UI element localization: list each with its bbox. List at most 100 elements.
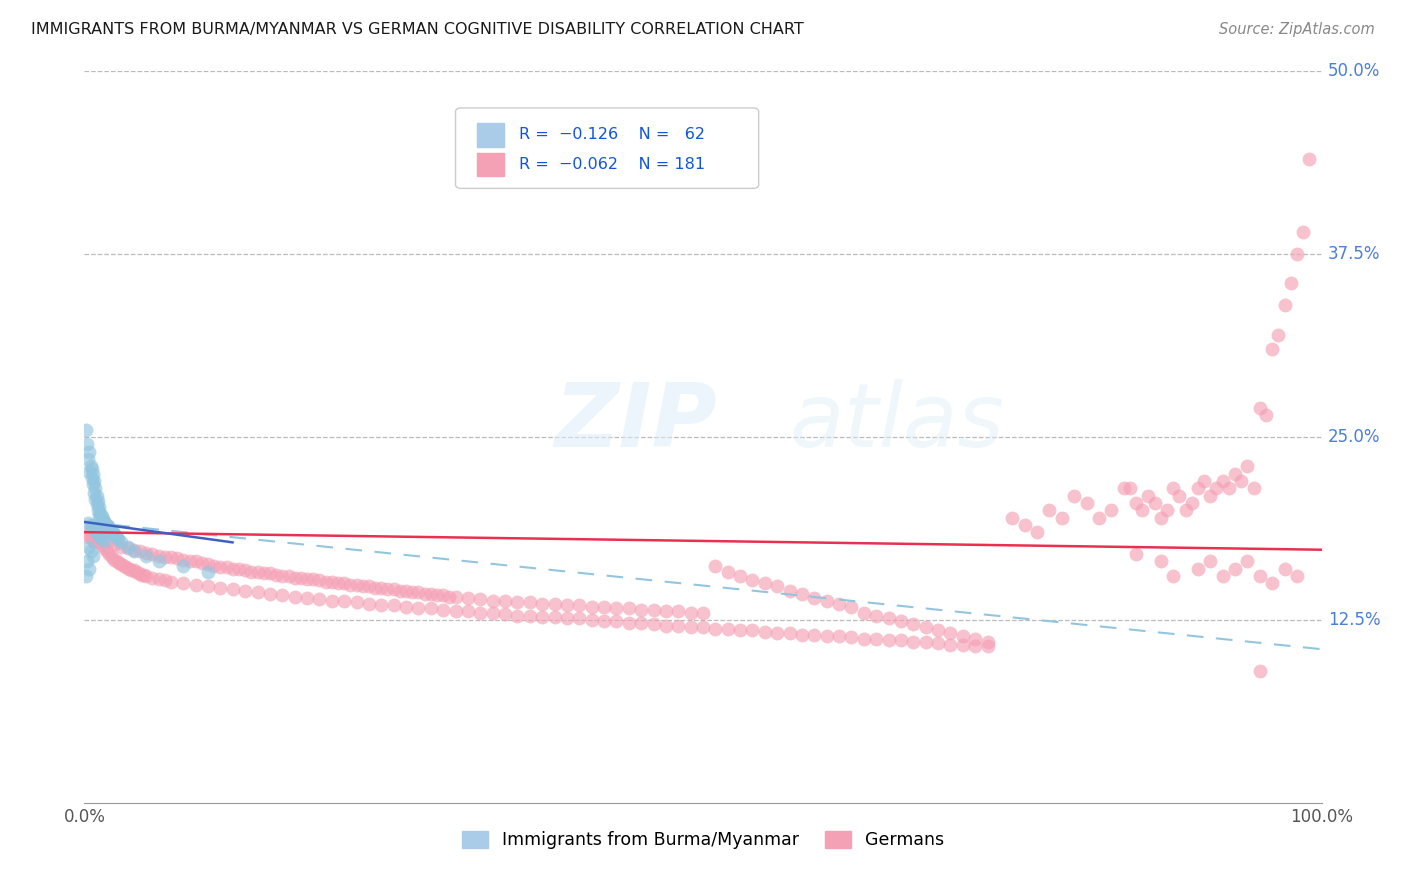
Point	[1168, 489, 1191, 503]
Point	[1285, 569, 1308, 583]
Point	[903, 635, 925, 649]
Point	[118, 562, 141, 576]
Point	[717, 565, 740, 579]
Point	[98, 547, 121, 561]
Point	[77, 452, 100, 467]
Point	[439, 590, 461, 604]
Point	[83, 535, 105, 549]
Point	[83, 474, 105, 488]
Point	[952, 629, 974, 643]
Point	[112, 558, 135, 573]
Point	[470, 592, 492, 607]
Point	[519, 595, 541, 609]
Point	[1181, 496, 1204, 510]
Point	[815, 594, 838, 608]
FancyBboxPatch shape	[477, 153, 503, 176]
Point	[1150, 554, 1173, 568]
Point	[679, 606, 702, 620]
Point	[444, 590, 467, 604]
Point	[1230, 474, 1253, 488]
Point	[80, 519, 103, 533]
Point	[506, 595, 529, 609]
Point	[93, 541, 115, 556]
Point	[401, 585, 423, 599]
Point	[93, 515, 115, 529]
Point	[153, 574, 176, 588]
Point	[135, 546, 157, 560]
Point	[1156, 503, 1178, 517]
Point	[89, 528, 111, 542]
Point	[110, 535, 132, 549]
Point	[98, 533, 121, 548]
Point	[865, 632, 887, 646]
Point	[630, 615, 652, 630]
Point	[352, 579, 374, 593]
Point	[357, 597, 380, 611]
Point	[148, 549, 170, 563]
Point	[790, 586, 813, 600]
Point	[89, 530, 111, 544]
Point	[253, 566, 276, 581]
Point	[89, 508, 111, 522]
Point	[86, 489, 108, 503]
Point	[388, 583, 411, 598]
Point	[370, 581, 392, 595]
Point	[197, 565, 219, 579]
Point	[1223, 467, 1246, 481]
Point	[779, 626, 801, 640]
Point	[605, 601, 627, 615]
Point	[1254, 408, 1277, 422]
Point	[100, 549, 122, 564]
Point	[1274, 298, 1296, 312]
Point	[927, 636, 949, 650]
Text: 12.5%: 12.5%	[1327, 611, 1381, 629]
Point	[79, 524, 101, 538]
Point	[97, 519, 120, 533]
Point	[284, 570, 307, 584]
Point	[1161, 481, 1184, 495]
Point	[77, 516, 100, 531]
Point	[82, 467, 104, 481]
Point	[1076, 496, 1098, 510]
Point	[655, 604, 678, 618]
Point	[1279, 277, 1302, 291]
Point	[1187, 562, 1209, 576]
Point	[382, 599, 405, 613]
Point	[965, 632, 987, 646]
Point	[284, 590, 307, 604]
Point	[766, 579, 789, 593]
Point	[426, 588, 449, 602]
Point	[83, 522, 105, 536]
Point	[976, 640, 998, 654]
Point	[346, 595, 368, 609]
Point	[84, 481, 107, 495]
Point	[1001, 510, 1024, 524]
Point	[91, 512, 114, 526]
Point	[914, 635, 936, 649]
Point	[82, 549, 104, 563]
Point	[103, 526, 125, 541]
Point	[555, 599, 578, 613]
Point	[75, 423, 97, 437]
Point	[83, 485, 105, 500]
Point	[333, 594, 356, 608]
Point	[100, 524, 122, 538]
Point	[666, 619, 689, 633]
Point	[82, 521, 104, 535]
Point	[326, 576, 349, 591]
Point	[617, 601, 640, 615]
Point	[828, 629, 851, 643]
Point	[160, 574, 183, 589]
Point	[543, 610, 565, 624]
Point	[209, 581, 232, 595]
Point	[952, 638, 974, 652]
Point	[1130, 503, 1153, 517]
Point	[233, 563, 256, 577]
Point	[1267, 327, 1289, 342]
Point	[1038, 503, 1060, 517]
Point	[222, 562, 245, 576]
Point	[704, 622, 727, 636]
Point	[209, 560, 232, 574]
Point	[890, 615, 912, 629]
Point	[191, 556, 214, 570]
